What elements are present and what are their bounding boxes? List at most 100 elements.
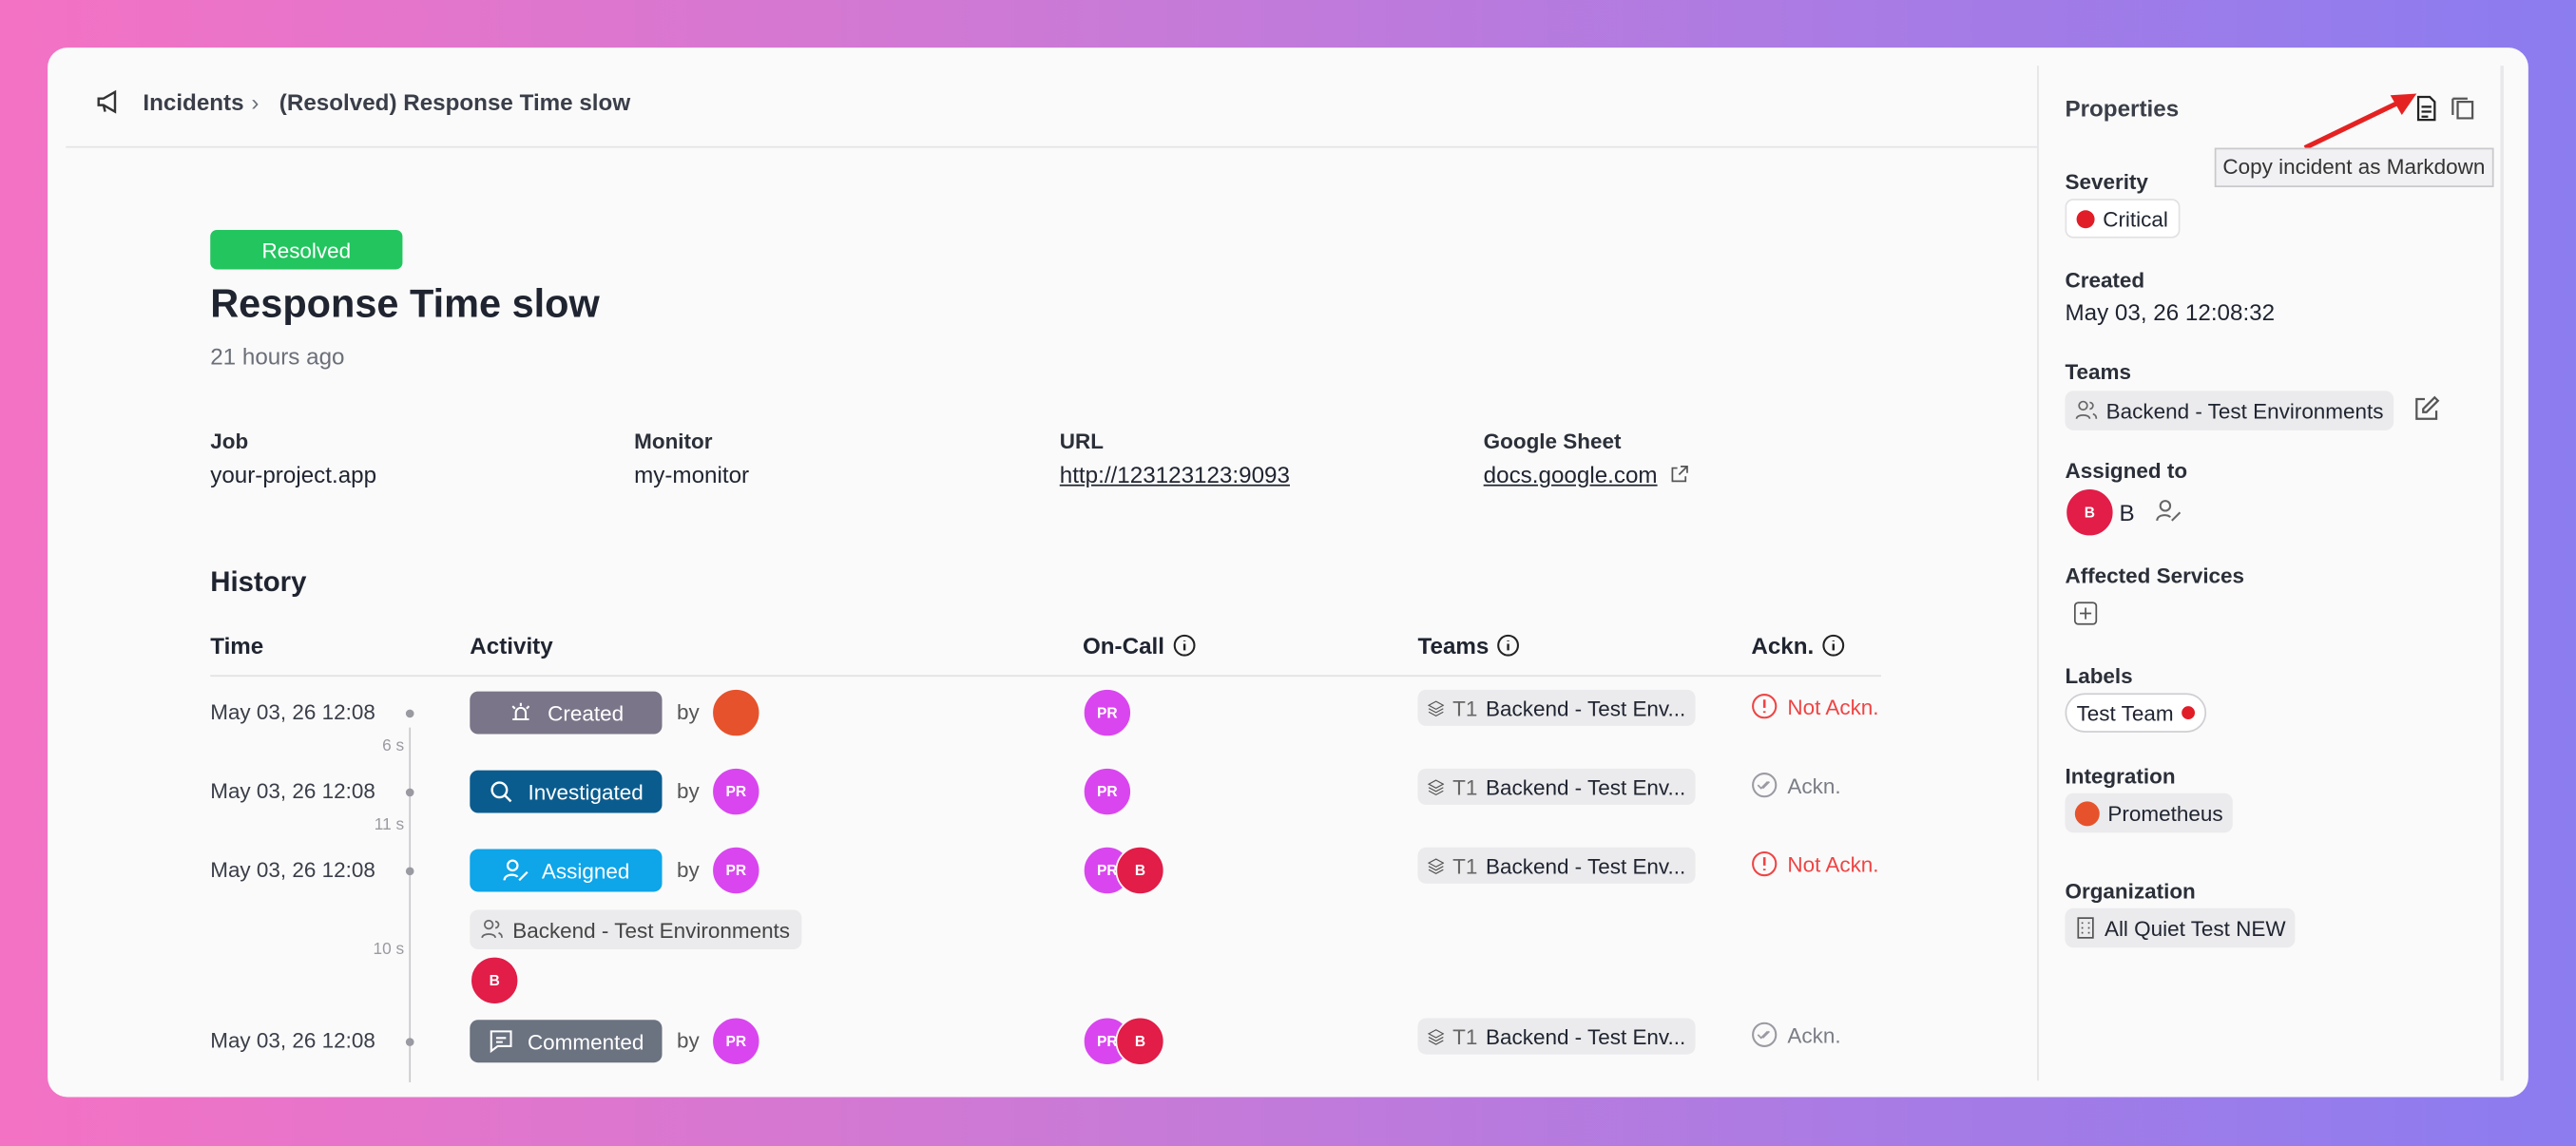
- users-icon: [481, 919, 503, 939]
- prop-label: Created: [2065, 267, 2145, 293]
- team-chip: Backend - Test Environments: [2065, 391, 2393, 430]
- ack-label: Not Ackn.: [1787, 851, 1879, 877]
- prop-label: Teams: [2065, 359, 2132, 385]
- prop-label: Severity: [2065, 169, 2148, 194]
- time-gap: 11 s: [374, 815, 405, 834]
- add-service-button[interactable]: [2073, 602, 2098, 626]
- prop-label: Organization: [2065, 878, 2196, 904]
- avatar: PR: [711, 1016, 761, 1066]
- copy-markdown-button[interactable]: [2413, 95, 2440, 122]
- column-title: Activity: [470, 632, 553, 659]
- ack-status: Ackn.: [1751, 1022, 1841, 1048]
- ack-icon: [1752, 1022, 1778, 1047]
- assign-button[interactable]: [2156, 498, 2182, 525]
- on-call-avatar: B: [1115, 846, 1165, 895]
- label-value: Test Team: [2076, 700, 2174, 726]
- incident-card: Incidents › (Resolved) Response Time slo…: [48, 48, 2528, 1098]
- column-header: Time: [210, 631, 263, 660]
- organization-chip: All Quiet Test NEW: [2065, 907, 2296, 948]
- info-icon: [1497, 634, 1520, 657]
- activity-label: Created: [548, 700, 625, 726]
- field-label: Monitor: [634, 429, 713, 454]
- assignee-name: B: [2119, 499, 2135, 526]
- panel-divider: [2037, 66, 2039, 1081]
- field-label: Job: [210, 429, 249, 454]
- divider: [66, 145, 2038, 148]
- team-name: Backend - Test Env...: [1486, 852, 1686, 878]
- row-time: May 03, 26 12:08: [210, 1027, 375, 1053]
- team-name: Backend - Test Env...: [1486, 774, 1686, 799]
- column-title: Teams: [1417, 632, 1490, 659]
- field-value: my-monitor: [634, 461, 750, 488]
- team-chip: T1 Backend - Test Env...: [1417, 1018, 1696, 1055]
- timeline-dot: [405, 867, 414, 876]
- label-chip: Test Team: [2065, 693, 2207, 733]
- breadcrumb-separator: ›: [251, 88, 260, 115]
- ack-icon: [1752, 850, 1778, 877]
- timeline-dot: [405, 788, 414, 797]
- activity-icon: [490, 1030, 512, 1054]
- prop-value: May 03, 26 12:08:32: [2065, 298, 2276, 326]
- activity-label: Investigated: [528, 779, 644, 805]
- copy-id-button[interactable]: [2450, 95, 2476, 122]
- breadcrumb-current: (Resolved) Response Time slow: [279, 88, 631, 115]
- by-label: by: [677, 778, 700, 804]
- team-name: Backend - Test Env...: [1486, 1023, 1686, 1049]
- layers-icon: [1427, 857, 1445, 874]
- activity-label: Assigned: [541, 858, 630, 883]
- column-header: Activity: [470, 631, 552, 660]
- column-header: On-Call: [1083, 631, 1196, 660]
- layers-icon: [1427, 1028, 1445, 1044]
- team-prefix: T1: [1452, 774, 1478, 799]
- breadcrumb-link[interactable]: Incidents: [143, 88, 244, 115]
- timeline: [409, 727, 412, 1082]
- label-dot: [2182, 706, 2196, 719]
- row-time: May 03, 26 12:08: [210, 857, 375, 883]
- ack-status: Not Ackn.: [1751, 850, 1879, 877]
- time-gap: 10 s: [373, 941, 405, 960]
- assigned-team-chip: Backend - Test Environments: [470, 909, 802, 949]
- field-label: URL: [1059, 429, 1104, 454]
- scrollbar: [2500, 66, 2504, 1081]
- column-title: On-Call: [1082, 632, 1164, 659]
- field-link[interactable]: http://123123123:9093: [1059, 461, 1290, 488]
- assigned-avatar: B: [470, 955, 520, 1005]
- prop-label: Assigned to: [2065, 458, 2188, 484]
- field-value: your-project.app: [210, 461, 377, 488]
- avatar: B: [2065, 487, 2115, 538]
- tooltip: Copy incident as Markdown: [2214, 147, 2494, 188]
- edit-teams-button[interactable]: [2413, 395, 2440, 423]
- integration-chip: Prometheus: [2065, 793, 2233, 833]
- prop-label: Integration: [2065, 763, 2176, 789]
- team-name: Backend - Test Env...: [1486, 695, 1686, 720]
- integration-value: Prometheus: [2107, 800, 2223, 826]
- status-badge: Resolved: [210, 229, 403, 270]
- team-prefix: T1: [1452, 852, 1478, 878]
- activity-icon: [512, 702, 530, 721]
- team-prefix: T1: [1452, 695, 1478, 720]
- team-value: Backend - Test Environments: [2105, 398, 2384, 424]
- team-chip: T1 Backend - Test Env...: [1417, 768, 1696, 805]
- column-title: Time: [210, 632, 264, 659]
- row-time: May 03, 26 12:08: [210, 778, 375, 804]
- severity-dot: [2076, 209, 2095, 228]
- row-time: May 03, 26 12:08: [210, 699, 375, 725]
- ack-icon: [1752, 772, 1778, 798]
- by-label: by: [677, 857, 700, 883]
- timeline-dot: [405, 1038, 414, 1046]
- field-label: Google Sheet: [1483, 429, 1622, 454]
- on-call-avatar: PR: [1082, 688, 1132, 738]
- assigned-team: Backend - Test Environments: [512, 917, 791, 943]
- severity-chip[interactable]: Critical: [2065, 199, 2180, 239]
- info-icon: [1173, 634, 1196, 657]
- activity-badge: Created: [470, 691, 663, 735]
- annotation-arrow: [2303, 93, 2417, 150]
- avatar: PR: [711, 767, 761, 816]
- ack-icon: [1752, 694, 1778, 719]
- team-prefix: T1: [1452, 1023, 1478, 1049]
- layers-icon: [1427, 699, 1445, 716]
- prop-label: Affected Services: [2065, 563, 2245, 588]
- building-icon: [2077, 917, 2094, 939]
- field-link[interactable]: docs.google.com: [1483, 461, 1658, 488]
